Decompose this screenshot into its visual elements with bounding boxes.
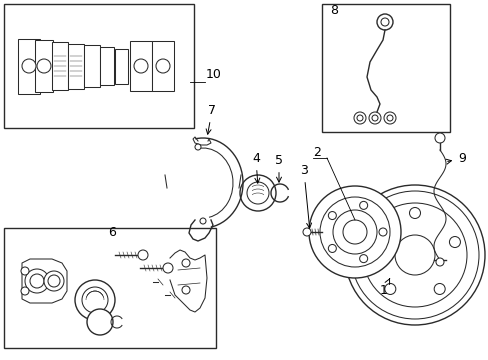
Text: 1: 1: [379, 279, 389, 297]
Circle shape: [394, 235, 434, 275]
Circle shape: [200, 218, 205, 224]
Circle shape: [21, 267, 29, 275]
Circle shape: [182, 286, 190, 294]
Circle shape: [138, 250, 148, 260]
Circle shape: [48, 275, 60, 287]
Text: 7: 7: [206, 104, 216, 134]
Circle shape: [356, 115, 362, 121]
Bar: [4, 4, 194, 128]
Circle shape: [448, 237, 460, 248]
Circle shape: [332, 210, 376, 254]
Circle shape: [371, 115, 377, 121]
Circle shape: [383, 112, 395, 124]
Circle shape: [327, 244, 336, 252]
Circle shape: [359, 201, 367, 210]
Circle shape: [308, 186, 400, 278]
Bar: [35, 40, 53, 92]
Bar: [321, 4, 449, 132]
Circle shape: [386, 115, 392, 121]
Text: 2: 2: [312, 146, 320, 159]
Circle shape: [378, 228, 386, 236]
Bar: [152, 41, 174, 91]
Bar: [84, 45, 100, 87]
Circle shape: [87, 309, 113, 335]
Text: 6: 6: [108, 226, 116, 239]
Circle shape: [30, 274, 44, 288]
Circle shape: [25, 269, 49, 293]
Circle shape: [44, 271, 64, 291]
Text: 9: 9: [445, 152, 465, 165]
Circle shape: [156, 59, 170, 73]
Circle shape: [163, 263, 173, 273]
Circle shape: [433, 283, 444, 294]
Bar: [100, 47, 114, 85]
Circle shape: [359, 255, 367, 263]
Bar: [130, 41, 152, 91]
Text: 4: 4: [251, 152, 259, 183]
Circle shape: [434, 133, 444, 143]
Circle shape: [37, 59, 51, 73]
Circle shape: [82, 287, 108, 313]
Bar: [52, 42, 68, 90]
Circle shape: [350, 191, 478, 319]
Bar: [4, 228, 216, 348]
Circle shape: [195, 144, 201, 150]
Circle shape: [327, 212, 336, 220]
Circle shape: [384, 283, 395, 294]
Text: 8: 8: [329, 4, 337, 17]
Circle shape: [182, 259, 190, 267]
Circle shape: [303, 228, 310, 236]
Circle shape: [342, 220, 366, 244]
Circle shape: [435, 258, 443, 266]
Bar: [115, 49, 128, 84]
Circle shape: [345, 185, 484, 325]
Circle shape: [21, 287, 29, 295]
Circle shape: [134, 59, 148, 73]
Circle shape: [369, 237, 380, 248]
Text: 5: 5: [274, 154, 283, 182]
Circle shape: [75, 280, 115, 320]
Circle shape: [408, 207, 420, 219]
Circle shape: [240, 175, 275, 211]
Circle shape: [353, 112, 365, 124]
Bar: [18, 39, 40, 94]
Circle shape: [376, 14, 392, 30]
Polygon shape: [22, 259, 67, 303]
Circle shape: [22, 59, 36, 73]
Circle shape: [319, 197, 389, 267]
Circle shape: [362, 203, 466, 307]
Circle shape: [368, 112, 380, 124]
Text: 10: 10: [205, 68, 222, 81]
Circle shape: [380, 18, 388, 26]
Text: 3: 3: [299, 164, 311, 228]
Bar: [68, 44, 84, 89]
Circle shape: [246, 182, 268, 204]
